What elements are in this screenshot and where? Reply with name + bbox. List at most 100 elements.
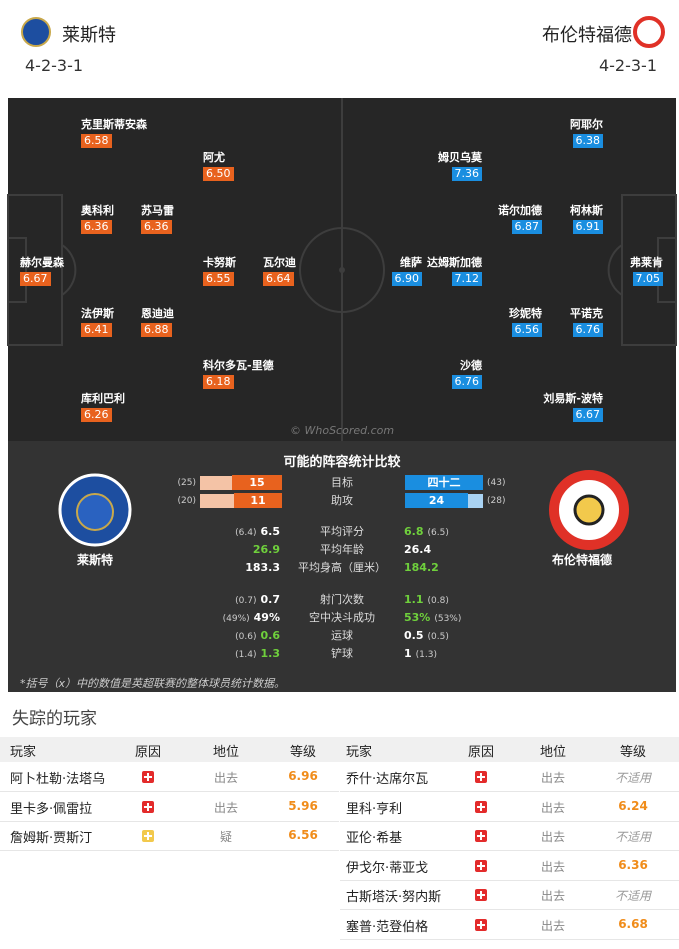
player: 诺尔加德 6.87 — [498, 203, 542, 234]
reason-icon — [475, 889, 487, 902]
column-header: 等级 — [619, 745, 646, 760]
row-divider — [340, 820, 679, 822]
comparison-title: 可能的阵容统计比较 — [283, 455, 401, 470]
player-rating: 6.76 — [572, 323, 603, 337]
home-crest-small — [21, 17, 51, 47]
home-crest-inner — [76, 493, 114, 531]
away-stat: 1 (1.3) — [404, 646, 437, 663]
player: 阿耶尔 6.38 — [570, 117, 603, 148]
away-value: 24 — [405, 493, 468, 508]
player-rating: 6.88 — [141, 323, 172, 337]
home-value: 11 — [234, 493, 282, 508]
player-name: 里科·亨利 — [346, 801, 403, 817]
status: 出去 — [540, 889, 565, 904]
cross-v — [480, 773, 482, 781]
cross-v — [147, 773, 149, 781]
player-name: 伊戈尔·蒂亚戈 — [346, 860, 429, 876]
home-league: (25) — [177, 478, 196, 488]
rating: 6.96 — [288, 769, 318, 783]
away-league: (43) — [487, 478, 506, 488]
player-name: 阿耶尔 — [570, 118, 603, 131]
away-crest-small — [633, 16, 665, 48]
reason-icon — [475, 800, 487, 813]
player-name: 刘易斯-波特 — [543, 392, 603, 405]
column-header: 玩家 — [346, 745, 373, 760]
home-stat: (1.4) 1.3 — [235, 646, 280, 663]
player: 科尔多瓦-里德 6.18 — [203, 358, 274, 389]
home-stat: 26.9 — [253, 542, 280, 558]
reason-icon — [475, 859, 487, 872]
player: 法伊斯 6.41 — [81, 306, 114, 337]
player-rating: 6.58 — [81, 134, 112, 148]
away-formation: 4-2-3-1 — [598, 56, 657, 75]
player: 赫尔曼森 6.67 — [20, 255, 64, 286]
rating: 6.36 — [618, 857, 648, 872]
stat-label: 目标 — [331, 476, 353, 489]
player: 库利巴利 6.26 — [81, 391, 125, 422]
player-rating: 7.12 — [451, 272, 482, 286]
away-league: (0.8) — [427, 596, 449, 606]
reason-icon — [475, 771, 487, 783]
status: 疑 — [219, 830, 232, 845]
home-value: 183.3 — [245, 561, 280, 574]
away-value: 184.2 — [404, 561, 439, 574]
home-value: 6.5 — [260, 525, 281, 538]
cross-v — [147, 832, 149, 841]
stat-label: 平均评分 — [320, 525, 364, 538]
home-stat: 183.3 — [245, 560, 280, 576]
player-rating: 6.18 — [203, 375, 234, 389]
away-stat: 0.5 (0.5) — [404, 628, 449, 645]
row-divider — [340, 791, 679, 792]
stat-label: 助攻 — [331, 494, 353, 507]
player-rating: 6.64 — [263, 272, 294, 286]
player-name: 诺尔加德 — [498, 204, 542, 217]
home-value: 0.6 — [260, 629, 281, 642]
home-value: 15 — [232, 475, 282, 490]
row-divider — [0, 820, 339, 822]
player: 姆贝乌莫 7.36 — [438, 150, 482, 181]
player-rating: 7.36 — [451, 167, 482, 181]
player-rating: 6.50 — [203, 167, 234, 181]
row-divider — [340, 939, 679, 940]
away-stat: 53% (53%) — [404, 610, 461, 627]
home-stat: (49%) 49% — [223, 610, 280, 627]
away-value: 26.4 — [404, 543, 432, 556]
reason-icon — [142, 771, 154, 783]
stat-label: 空中决斗成功 — [309, 611, 375, 624]
player-name: 柯林斯 — [570, 204, 603, 217]
away-stat: 6.8 (6.5) — [404, 524, 449, 541]
reason-icon — [142, 800, 154, 813]
rating: 6.56 — [288, 828, 318, 843]
player: 卡努斯 6.55 — [203, 255, 236, 286]
player-name: 塞普·范登伯格 — [346, 920, 429, 935]
player-name: 法伊斯 — [81, 307, 114, 320]
cross-v — [480, 921, 482, 929]
stat-label: 运球 — [331, 629, 353, 642]
player-name: 达姆斯加德 — [427, 256, 482, 269]
home-league: (49%) — [222, 614, 250, 624]
column-header: 等级 — [289, 745, 316, 760]
away-league: (1.3) — [415, 650, 437, 660]
away-stat: 1.1 (0.8) — [404, 592, 449, 609]
center-spot — [339, 267, 345, 273]
away-value: 0.5 — [404, 629, 424, 642]
player-rating: 6.67 — [20, 272, 51, 286]
status: 出去 — [540, 830, 565, 845]
player-rating: 6.87 — [511, 220, 542, 234]
cross-v — [480, 891, 482, 900]
column-header: 地位 — [212, 745, 239, 760]
stat-label: 平均年龄 — [320, 543, 364, 556]
missing-title: 失踪的玩家 — [12, 709, 97, 729]
rating: 不适用 — [614, 830, 651, 845]
home-league: (20) — [177, 496, 196, 506]
reason-icon — [142, 830, 154, 843]
player: 苏马雷 6.36 — [141, 203, 174, 234]
away-value: 1 — [404, 647, 412, 660]
away-stat: 184.2 — [404, 560, 439, 576]
player: 阿尤 6.50 — [203, 150, 234, 181]
player-name: 古斯塔沃·努内斯 — [346, 890, 442, 906]
row-divider — [340, 909, 679, 911]
player-name: 亚伦·希基 — [346, 831, 403, 847]
player: 沙德 6.76 — [451, 358, 482, 389]
